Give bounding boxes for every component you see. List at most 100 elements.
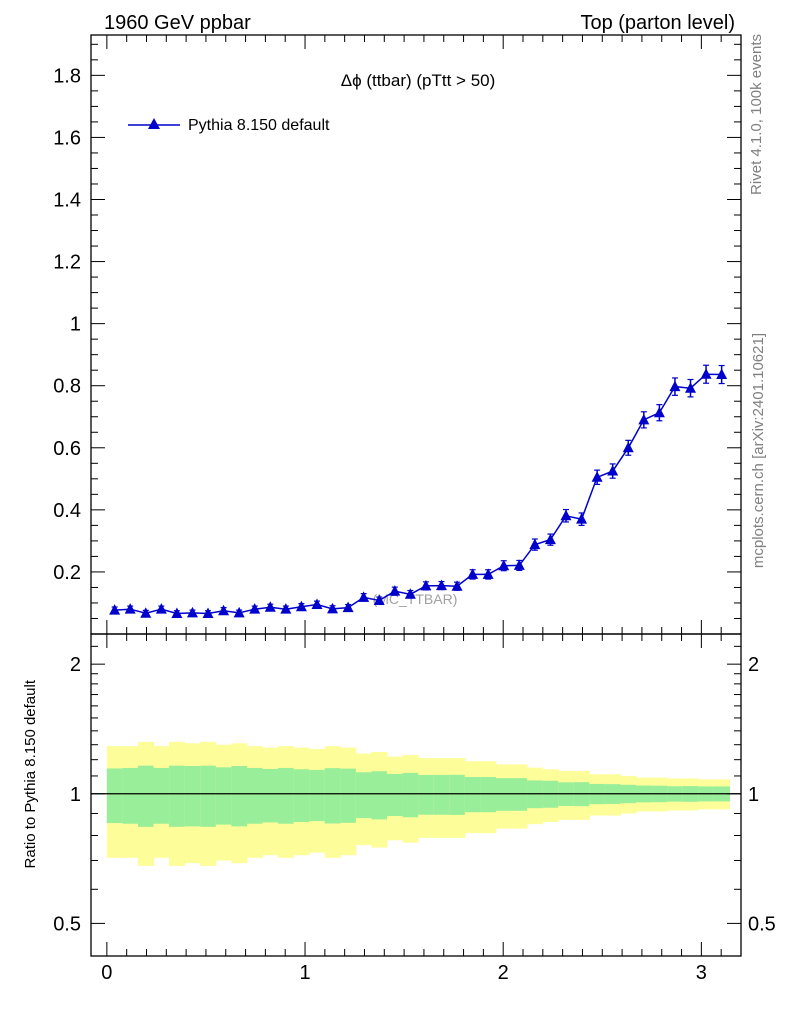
data-point	[218, 604, 230, 616]
legend-entry-label: Pythia 8.150 default	[188, 117, 330, 134]
legend: Pythia 8.150 default	[128, 117, 330, 134]
ratio-band-inner	[402, 772, 419, 818]
ratio-panel: 0.5 0.5 1 1 2 2 0 1 2 3 Ratio to Pythia 8.150 def…	[22, 633, 776, 984]
ratio-y-tick-label: 2	[70, 654, 81, 676]
ratio-y-tick-label: 1	[70, 784, 81, 806]
data-point	[186, 606, 198, 618]
legend-marker	[148, 118, 160, 129]
data-point	[435, 579, 447, 591]
ratio-y-tick-label-right: 2	[748, 654, 759, 676]
data-point	[373, 594, 385, 605]
data-point	[622, 441, 634, 453]
data-point	[280, 603, 292, 614]
data-point	[140, 607, 152, 618]
ratio-y-tick-label: 0.5	[53, 913, 81, 935]
main-panel: 0.2 0.4 0.6 0.8 1 1.2 1.4 1.6 1.8 Δϕ (ttbar) (pT…	[53, 34, 742, 635]
data-point	[124, 603, 136, 614]
y-tick-label: 0.8	[53, 376, 81, 398]
data-point	[685, 382, 697, 393]
data-point	[264, 601, 276, 612]
data-point	[560, 509, 572, 521]
ratio-band-inner	[433, 774, 450, 815]
data-point	[653, 406, 665, 418]
data-point	[404, 588, 416, 599]
ratio-ylabel: Ratio to Pythia 8.150 default	[22, 679, 39, 868]
ratio-band-inner	[418, 774, 435, 815]
x-tick-label: 3	[696, 962, 707, 984]
ratio-band-inner	[309, 769, 326, 822]
data-point	[109, 604, 121, 615]
ratio-band-inner	[355, 772, 372, 819]
header-process-label: Top (parton level)	[580, 12, 735, 34]
main-axis-ticks: 0.2 0.4 0.6 0.8 1 1.2 1.4 1.6 1.8	[53, 35, 741, 634]
data-point	[544, 533, 556, 545]
data-point	[233, 606, 245, 618]
ratio-y-tick-label-right: 0.5	[748, 913, 776, 935]
data-point	[295, 600, 307, 612]
header-energy-label: 1960 GeV ppbar	[104, 12, 251, 34]
x-tick-label: 0	[101, 962, 112, 984]
data-point	[249, 603, 261, 614]
data-point	[529, 538, 541, 550]
y-tick-label: 0.2	[53, 562, 81, 584]
ratio-band-inner	[246, 767, 263, 824]
y-tick-label: 1	[70, 314, 81, 336]
y-tick-label: 0.6	[53, 438, 81, 460]
data-point	[155, 603, 167, 614]
data-point	[467, 568, 479, 579]
rivet-version-label: Rivet 4.1.0, 100k events	[748, 34, 765, 195]
ratio-band-inner	[495, 778, 513, 811]
ratio-band-inner	[122, 767, 139, 824]
ratio-band-inner	[278, 767, 295, 824]
ratio-band-inner	[169, 765, 186, 827]
data-point	[451, 580, 463, 591]
data-point	[311, 598, 323, 610]
ratio-band-inner	[371, 771, 388, 820]
x-tick-label: 1	[299, 962, 310, 984]
ratio-y-tick-label-right: 1	[748, 784, 759, 806]
data-point	[389, 585, 401, 596]
data-point	[669, 380, 681, 392]
data-point	[171, 607, 183, 619]
ratio-band-inner	[231, 766, 248, 827]
series-group	[109, 364, 728, 619]
plot-title: Δϕ (ttbar) (pTtt > 50)	[341, 71, 496, 90]
y-tick-label: 1.8	[53, 65, 81, 87]
y-tick-label: 1.6	[53, 127, 81, 149]
ratio-band-inner	[464, 776, 481, 813]
ratio-band-inner	[324, 768, 341, 824]
data-point	[327, 602, 339, 614]
ratio-band-inner	[200, 765, 217, 827]
series-line	[114, 373, 722, 615]
ratio-band-inner	[153, 767, 170, 824]
y-tick-label: 1.4	[53, 189, 81, 211]
data-point	[358, 591, 370, 602]
ratio-band-inner	[106, 768, 123, 824]
ratio-band-inner	[184, 766, 201, 827]
ratio-band-inner	[511, 778, 528, 811]
ratio-frame	[90, 633, 742, 957]
ratio-band-inner	[137, 765, 155, 827]
data-point	[716, 368, 728, 380]
ratio-band-inner	[387, 773, 404, 816]
ratio-band-inner	[262, 768, 279, 823]
data-point	[342, 601, 354, 613]
x-tick-label: 2	[498, 962, 509, 984]
ratio-band-inner	[293, 769, 310, 822]
data-point	[498, 559, 510, 571]
ratio-band-inner	[449, 774, 466, 815]
data-point	[591, 471, 603, 482]
mcplots-label: mcplots.cern.ch [arXiv:2401.10621]	[750, 333, 767, 568]
data-point	[202, 607, 214, 619]
ratio-band-inner	[480, 776, 497, 813]
data-point	[513, 559, 525, 570]
ratio-bands	[91, 741, 741, 866]
y-tick-label: 0.4	[53, 500, 81, 522]
ratio-band-inner	[340, 768, 357, 823]
ratio-band-inner	[215, 767, 232, 825]
data-point	[420, 579, 432, 591]
watermark-label: (MC_TTBAR)	[373, 591, 458, 607]
ratio-axis-ticks: 0.5 0.5 1 1 2 2 0 1 2 3	[53, 634, 776, 984]
data-point	[576, 513, 588, 524]
